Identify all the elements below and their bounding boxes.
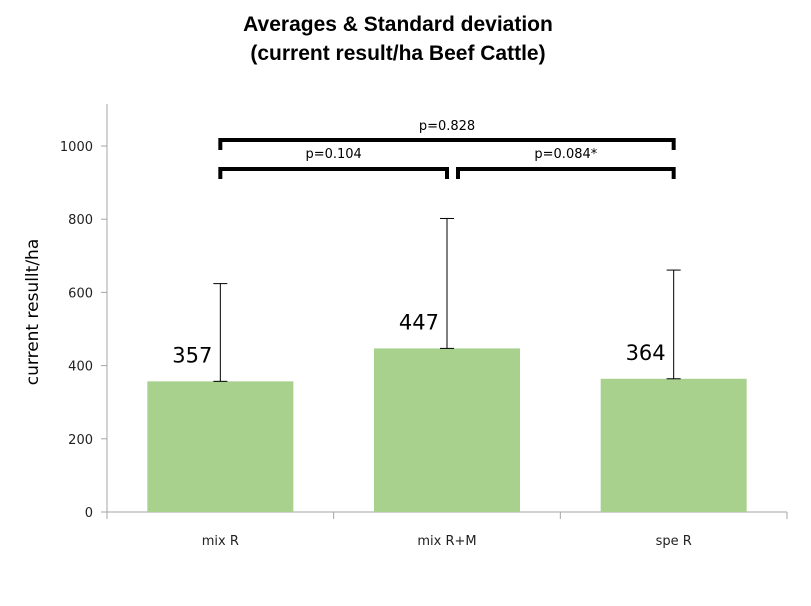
- p-value-label: p=0.828: [419, 119, 475, 134]
- significance-bracket: [218, 167, 449, 179]
- bar-spe-r: [600, 378, 747, 512]
- plot-area: 0 200 400 600 800 1000 357 mix R 447 mix R+M 364 sp…: [60, 104, 788, 549]
- p-value-label: p=0.084*: [534, 147, 597, 162]
- y-tick-label: 800: [68, 213, 93, 228]
- y-tick-label: 1000: [60, 140, 93, 155]
- x-tick-label: spe R: [656, 534, 692, 549]
- data-label: 364: [626, 341, 666, 365]
- y-tick-label: 200: [68, 433, 93, 448]
- y-axis-label: current resullt/ha: [23, 239, 43, 385]
- x-tick-label: mix R: [202, 534, 239, 549]
- y-tick-label: 400: [68, 360, 93, 375]
- data-label: 357: [172, 343, 212, 367]
- bar-mix-r-m: [374, 348, 520, 512]
- bar-mix-r: [147, 381, 294, 512]
- significance-bracket: [456, 167, 676, 179]
- chart-title-line2: (current result/ha Beef Cattle): [250, 42, 545, 65]
- significance-bracket: [218, 138, 676, 150]
- chart-title-line1: Averages & Standard deviation: [243, 13, 553, 36]
- data-label: 447: [399, 310, 439, 334]
- y-tick-label: 600: [68, 286, 93, 301]
- p-value-label: p=0.104: [305, 147, 361, 162]
- x-tick-label: mix R+M: [417, 534, 476, 549]
- y-tick-label: 0: [85, 506, 93, 521]
